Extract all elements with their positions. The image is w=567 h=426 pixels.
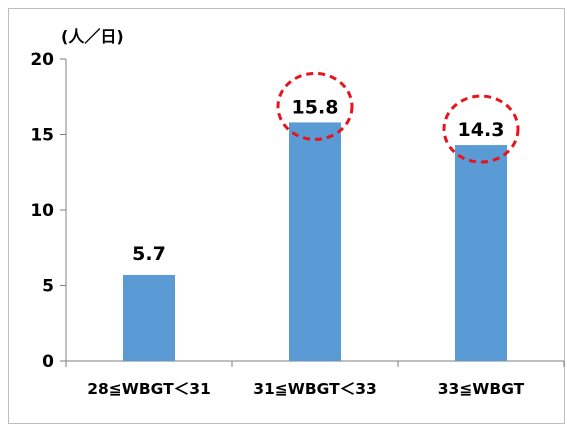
x-category-label: 31≦WBGT＜33 — [253, 380, 377, 398]
highlight-circle — [442, 94, 520, 164]
y-tick-label: 10 — [30, 201, 54, 221]
data-label: 15.8 — [292, 96, 339, 118]
bar — [123, 274, 175, 361]
chart-frame: 0 5 10 15 20 28≦WBGT＜31 5.7 31≦WBGT＜33 15.8 33≦WB… — [8, 8, 565, 424]
bar — [455, 145, 507, 361]
x-category-label: 33≦WBGT — [438, 380, 525, 398]
y-tick-label: 0 — [42, 352, 54, 372]
y-tick-label: 5 — [42, 277, 54, 297]
y-tick-label: 20 — [30, 50, 54, 70]
data-label: 14.3 — [458, 119, 505, 141]
y-tick-label: 15 — [30, 126, 54, 146]
x-category-label: 28≦WBGT＜31 — [87, 380, 211, 398]
data-label: 5.7 — [132, 243, 166, 265]
bar-chart: 0 5 10 15 20 28≦WBGT＜31 5.7 31≦WBGT＜33 15.8 33≦WB… — [30, 27, 565, 398]
bar — [289, 122, 341, 361]
highlight-circle — [276, 71, 354, 141]
y-axis-unit-label: (人／日) — [61, 27, 124, 46]
